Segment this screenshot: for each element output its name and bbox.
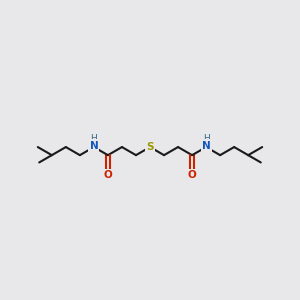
Text: H: H — [91, 134, 97, 143]
Text: O: O — [188, 170, 197, 180]
Text: N: N — [202, 141, 211, 151]
Text: H: H — [203, 134, 209, 143]
Text: S: S — [146, 142, 154, 152]
Text: N: N — [89, 141, 98, 151]
Text: O: O — [103, 170, 112, 180]
